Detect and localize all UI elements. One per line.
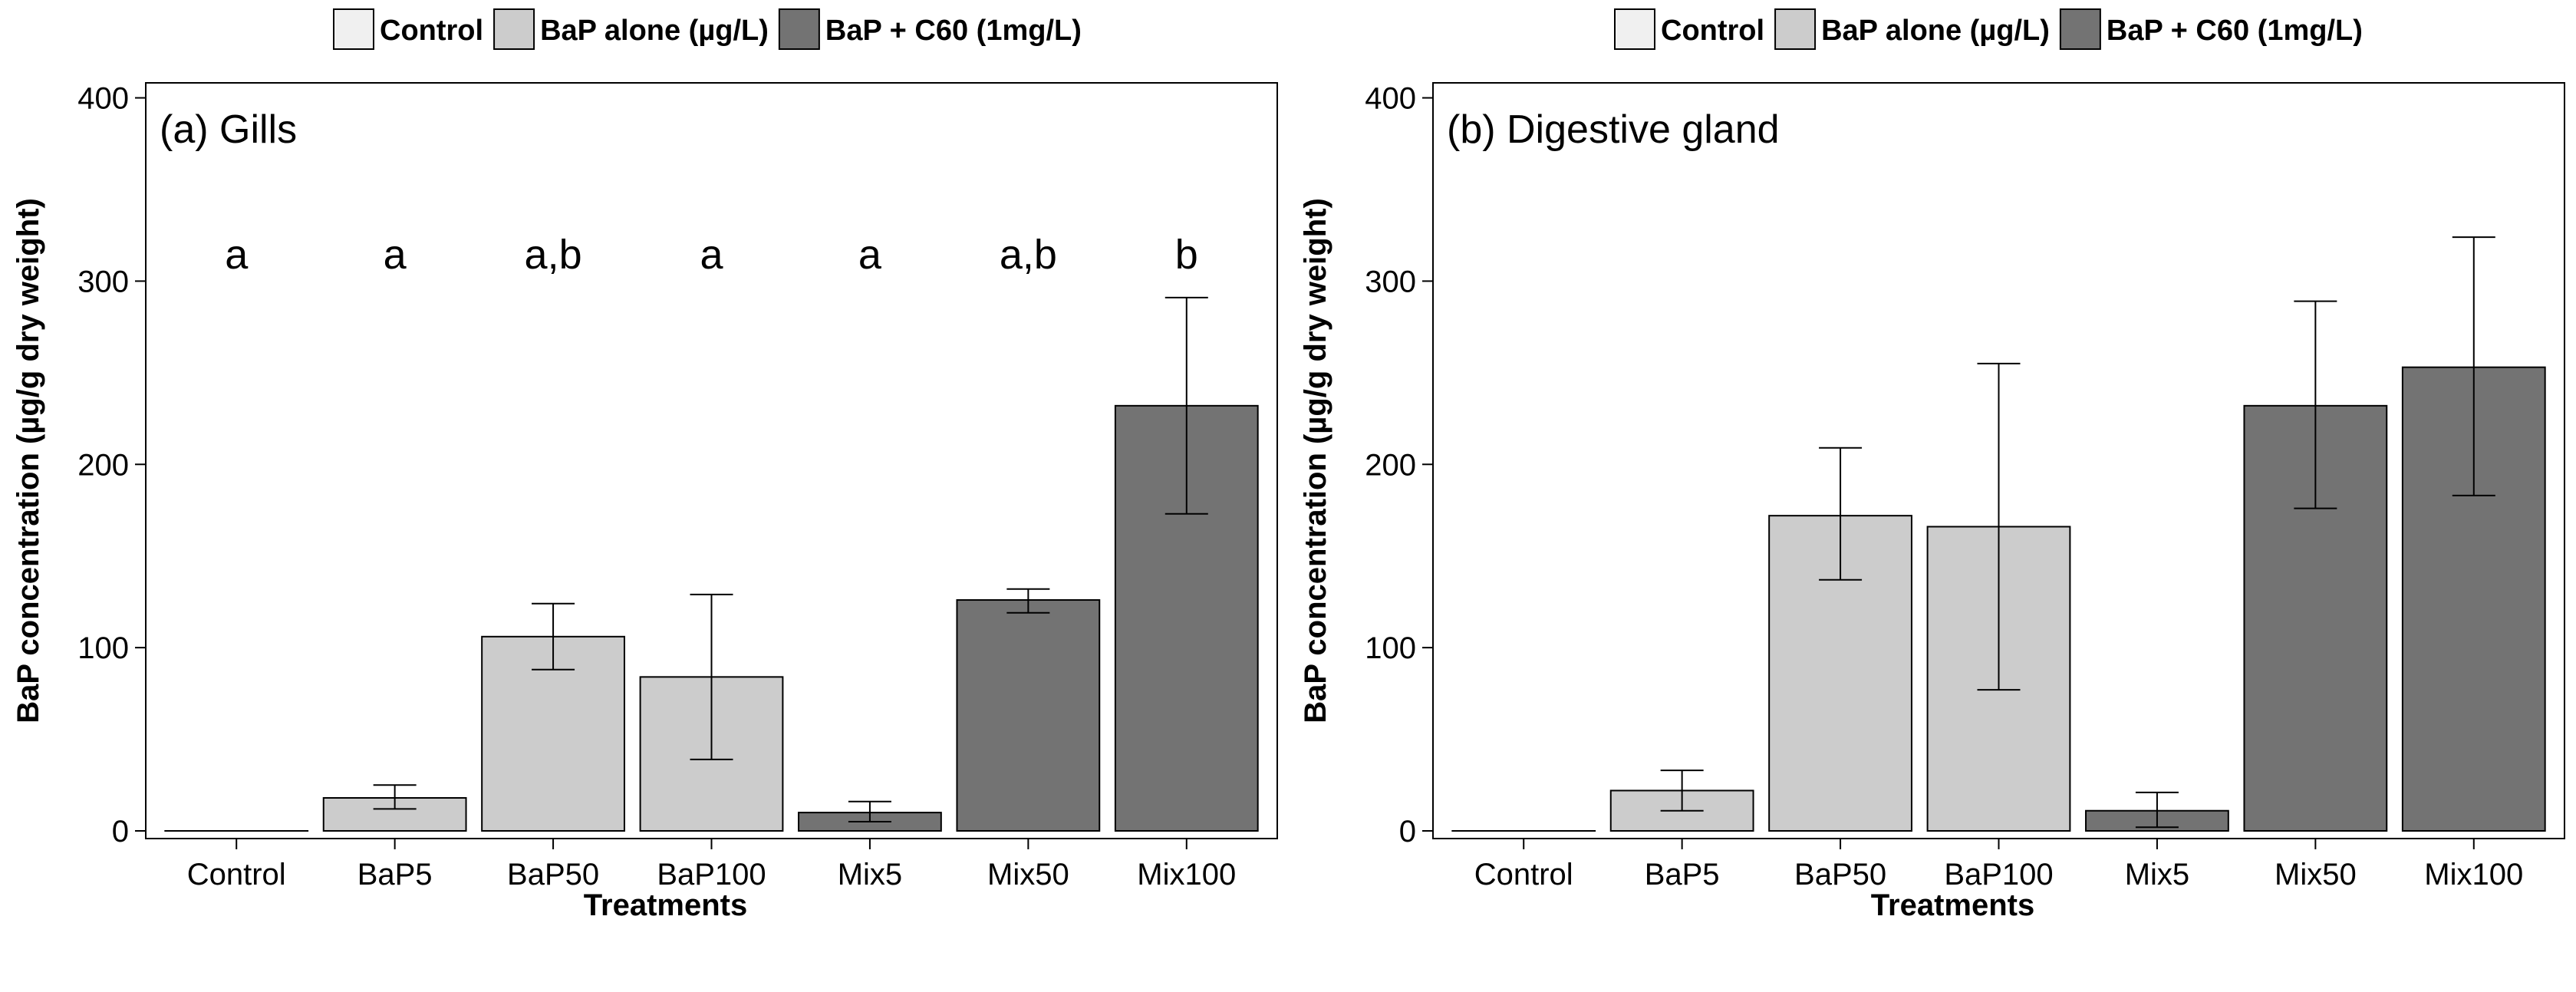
error-bar-mix100 — [2452, 236, 2495, 496]
chart-panel-2: Control BaP alone (µg/L) BaP + C60 (1mg/L)… — [1299, 8, 2565, 922]
y-tick-label-1: 0 — [112, 815, 129, 849]
y-tick-label-2: 100 — [1365, 631, 1416, 665]
error-bar-mix5 — [2135, 791, 2179, 829]
panel-title: (a) Gills — [160, 107, 297, 152]
legend-label-3: BaP + C60 (1mg/L) — [825, 15, 1082, 47]
significance-label-bap100: a — [700, 232, 723, 278]
significance-label-control: a — [225, 232, 249, 278]
y-tick-label-3: 200 — [1365, 448, 1416, 482]
x-tick-label-bap50: BaP50 — [1794, 858, 1886, 891]
y-axis-title: BaP concentration (µg/g dry weight) — [1299, 198, 1332, 723]
error-bar-mix5 — [848, 800, 891, 823]
legend-swatch-1 — [333, 8, 374, 50]
legend: Control BaP alone (µg/L) BaP + C60 (1mg/L) — [333, 8, 1082, 50]
legend-label-1: Control — [380, 15, 483, 47]
x-axis-title: Treatments — [1871, 888, 2034, 922]
x-tick-label-bap100: BaP100 — [1944, 858, 2053, 891]
significance-label-mix5: a — [858, 232, 882, 278]
legend-label-2: BaP alone (µg/L) — [540, 15, 769, 47]
legend-label-1: Control — [1661, 15, 1764, 47]
panel-title: (b) Digestive gland — [1447, 107, 1780, 152]
x-tick-label-bap5: BaP5 — [1645, 858, 1720, 891]
y-tick-label-5: 400 — [77, 82, 129, 116]
y-tick-label-2: 100 — [77, 631, 129, 665]
legend-label-2: BaP alone (µg/L) — [1821, 15, 2050, 47]
y-tick-label-1: 0 — [1399, 815, 1416, 849]
legend-swatch-3 — [778, 8, 820, 50]
x-tick-label-mix5: Mix5 — [2125, 858, 2189, 891]
x-tick-label-mix100: Mix100 — [1137, 858, 1236, 891]
y-tick-label-5: 400 — [1365, 82, 1416, 116]
x-tick-label-control: Control — [1474, 858, 1573, 891]
x-tick-label-mix50: Mix50 — [987, 858, 1069, 891]
significance-label-bap5: a — [384, 232, 407, 278]
significance-label-mix100: b — [1175, 232, 1198, 278]
legend-swatch-2 — [1774, 8, 1817, 50]
error-bar-bap50 — [532, 602, 575, 671]
y-axis-title: BaP concentration (µg/g dry weight) — [12, 198, 45, 723]
x-tick-label-bap50: BaP50 — [507, 858, 599, 891]
error-bar-bap100 — [690, 593, 733, 760]
x-axis-title: Treatments — [584, 888, 747, 922]
chart-panel-1: Control BaP alone (µg/L) BaP + C60 (1mg/L)… — [12, 8, 1278, 922]
error-bar-mix50 — [2294, 300, 2337, 509]
error-bar-bap100 — [1977, 362, 2021, 691]
legend-label-3: BaP + C60 (1mg/L) — [2107, 15, 2363, 47]
legend-swatch-3 — [2059, 8, 2101, 50]
error-bar-bap5 — [373, 784, 417, 810]
x-tick-label-mix50: Mix50 — [2275, 858, 2357, 891]
significance-label-bap50: a,b — [525, 232, 582, 278]
x-tick-label-control: Control — [187, 858, 286, 891]
legend: Control BaP alone (µg/L) BaP + C60 (1mg/L) — [1614, 8, 2363, 50]
legend-swatch-2 — [493, 8, 535, 50]
x-tick-label-mix100: Mix100 — [2424, 858, 2523, 891]
x-tick-label-mix5: Mix5 — [838, 858, 902, 891]
y-tick-label-4: 300 — [77, 265, 129, 298]
x-tick-label-bap100: BaP100 — [657, 858, 766, 891]
significance-label-mix50: a,b — [1000, 232, 1057, 278]
error-bar-bap5 — [1660, 770, 1704, 812]
legend-swatch-1 — [1614, 8, 1655, 50]
error-bar-mix50 — [1006, 588, 1050, 614]
error-bar-mix100 — [1164, 296, 1208, 515]
error-bar-bap50 — [1819, 447, 1863, 581]
x-tick-label-bap5: BaP5 — [357, 858, 433, 891]
y-tick-label-3: 200 — [77, 448, 129, 482]
bar-mix50 — [956, 599, 1101, 832]
y-tick-label-4: 300 — [1365, 265, 1416, 298]
